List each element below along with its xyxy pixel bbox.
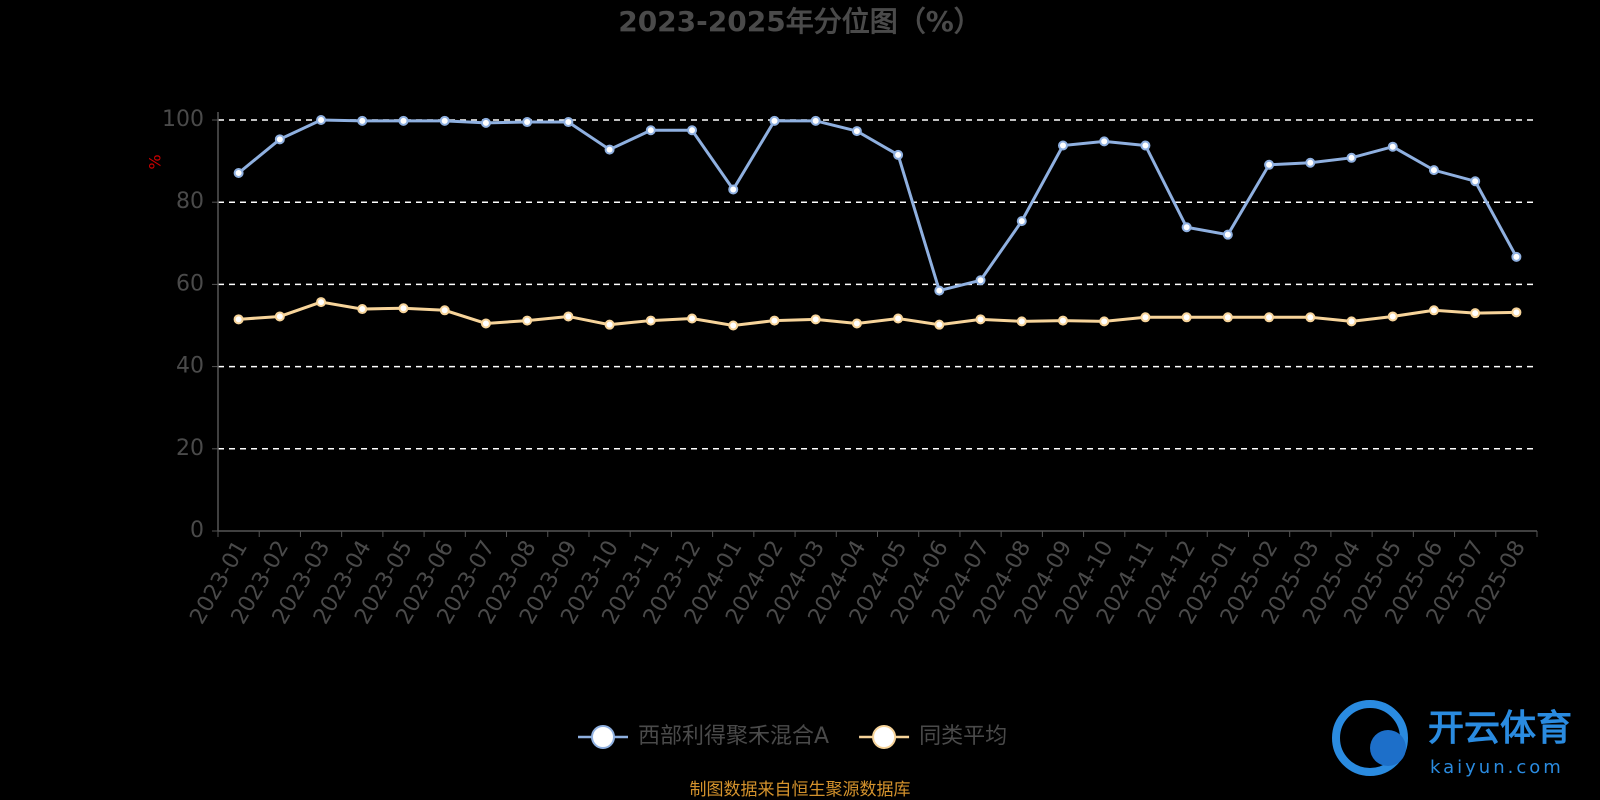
series (233, 297, 1522, 331)
y-tick-label: 80 (176, 189, 204, 214)
data-point (1016, 216, 1027, 227)
data-point (975, 314, 986, 325)
y-tick-label: 60 (176, 271, 204, 296)
source-note: 制图数据来自恒生聚源数据库 (690, 780, 911, 800)
series-line (238, 300, 1517, 328)
data-point (810, 314, 821, 325)
data-point (1428, 305, 1439, 316)
data-point (645, 125, 656, 136)
data-point (1057, 315, 1068, 326)
data-point (1181, 222, 1192, 233)
legend-marker (591, 725, 615, 749)
series-line (237, 118, 1518, 293)
watermark-name: 开云体育 (1428, 708, 1572, 749)
data-point (480, 318, 491, 329)
data-point (316, 115, 327, 125)
data-point (934, 285, 945, 296)
data-point (934, 319, 945, 330)
data-point (687, 313, 698, 324)
data-point (1057, 140, 1068, 151)
data-point (1016, 316, 1027, 327)
data-point (316, 297, 327, 308)
data-point (480, 117, 491, 128)
data-point (851, 126, 862, 137)
data-point (439, 115, 450, 126)
data-point (1511, 307, 1522, 318)
data-point (1181, 312, 1192, 323)
data-point (1346, 152, 1357, 163)
data-point (687, 125, 698, 136)
data-point (1305, 312, 1316, 323)
data-point (975, 275, 986, 286)
data-point (233, 314, 244, 325)
data-point (357, 304, 368, 315)
data-point (1470, 176, 1481, 187)
data-point (563, 117, 574, 128)
data-point (274, 134, 285, 145)
data-point (1140, 312, 1151, 323)
data-point (398, 303, 409, 314)
data-point (604, 144, 615, 155)
data-point (1470, 308, 1481, 319)
y-tick-label: 40 (176, 354, 204, 379)
data-point (1222, 312, 1233, 323)
data-point (769, 315, 780, 326)
logo-ring (1332, 700, 1408, 776)
data-point (1264, 159, 1275, 170)
logo-ball (1370, 730, 1406, 766)
data-point (810, 115, 821, 126)
data-point (728, 320, 739, 331)
y-tick-label: 20 (176, 436, 204, 461)
legend-marker (872, 725, 897, 749)
watermark-site: kaiyun.com (1430, 757, 1564, 778)
data-point (357, 115, 368, 126)
data-point (1222, 229, 1233, 240)
data-point (1387, 311, 1398, 322)
data-point (1428, 165, 1439, 176)
data-point (1140, 140, 1151, 151)
data-point (728, 184, 739, 195)
y-axis-label: % (146, 154, 165, 169)
legend-item: 西部利得聚禾混合A (578, 724, 829, 749)
y-tick-label: 0 (190, 518, 204, 543)
data-point (1387, 141, 1398, 152)
legend-item: 同类平均 (859, 724, 1007, 749)
legend-label: 西部利得聚禾混合A (638, 724, 829, 749)
data-point (1305, 157, 1316, 168)
data-point (1511, 251, 1522, 262)
data-point (1346, 316, 1357, 327)
data-point (522, 117, 533, 128)
data-point (439, 305, 450, 316)
legend-label: 同类平均 (919, 724, 1007, 749)
data-point (769, 115, 780, 126)
data-point (604, 319, 615, 330)
data-point (893, 313, 904, 324)
data-point (851, 318, 862, 329)
watermark: 开云体育 kaiyun.com (1332, 700, 1572, 778)
chart-title: 2023-2025年分位图（%） (618, 5, 982, 38)
data-point (1099, 316, 1110, 327)
y-tick-label: 100 (162, 107, 204, 132)
data-point (1264, 312, 1275, 323)
data-point (233, 168, 244, 179)
data-point (893, 149, 904, 160)
data-point (1099, 136, 1110, 147)
data-point (398, 115, 409, 126)
series (233, 115, 1522, 296)
data-point (274, 311, 285, 322)
data-point (522, 315, 533, 326)
data-point (563, 311, 574, 322)
data-point (645, 315, 656, 326)
